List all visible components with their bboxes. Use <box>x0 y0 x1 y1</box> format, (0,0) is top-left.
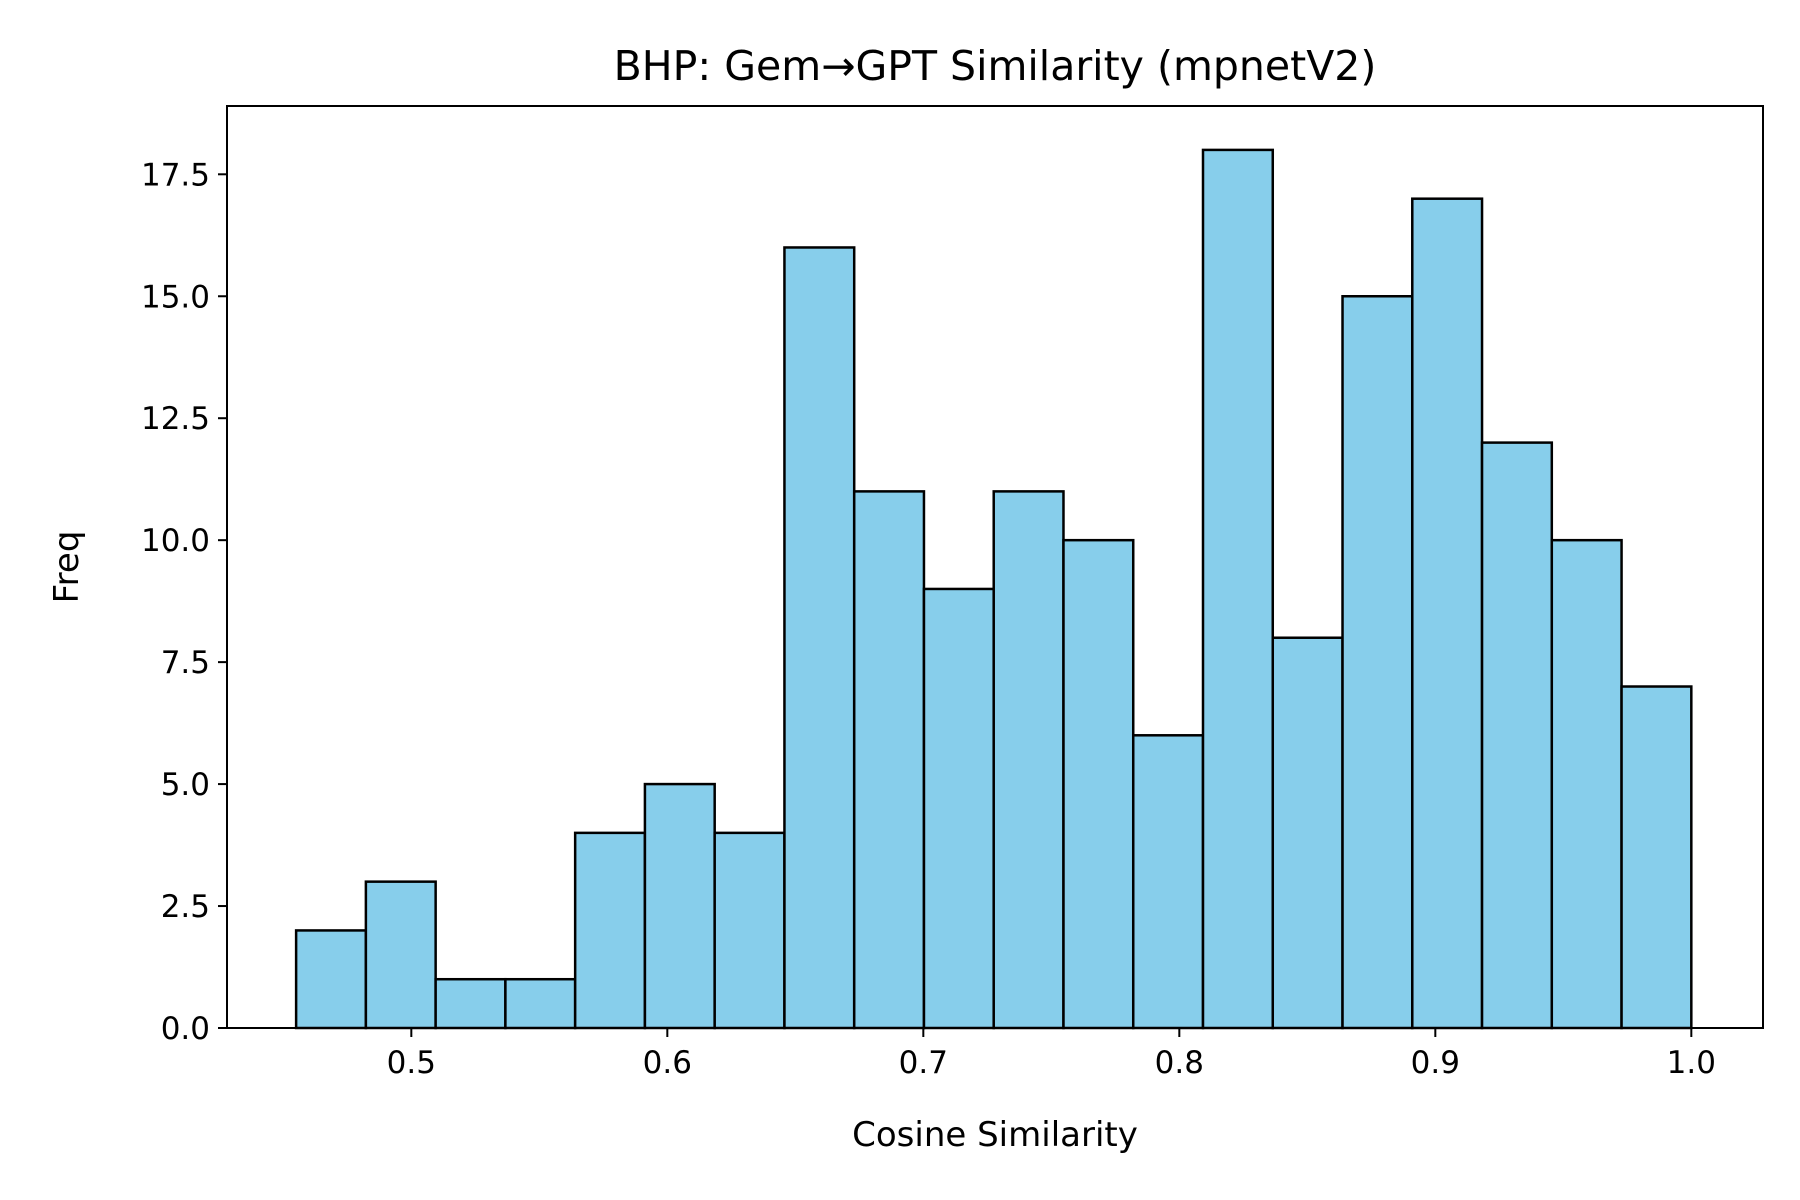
histogram-bar-19 <box>1550 538 1623 1030</box>
histogram-bar-4 <box>504 977 577 1030</box>
histogram-bar-10 <box>922 587 995 1030</box>
x-axis-title: Cosine Similarity <box>852 1115 1138 1155</box>
histogram-bar-3 <box>434 977 507 1030</box>
histogram-bar-6 <box>643 782 716 1030</box>
x-tick-label: 0.6 <box>643 1045 692 1081</box>
histogram-bar-2 <box>364 880 437 1030</box>
histogram-bar-1 <box>294 929 368 1030</box>
histogram-bar-17 <box>1411 197 1484 1030</box>
y-tick-label: 12.5 <box>141 401 210 437</box>
y-axis-title: Freq <box>47 531 87 604</box>
y-tick-label: 17.5 <box>141 157 210 193</box>
plot-frame <box>226 105 1764 1029</box>
x-tick-label: 0.5 <box>387 1045 436 1081</box>
histogram-bar-9 <box>852 490 926 1030</box>
histogram-bar-7 <box>713 831 786 1030</box>
x-tick-label: 0.8 <box>1155 1045 1204 1081</box>
histogram-bar-14 <box>1201 148 1275 1030</box>
bars-group <box>294 148 1693 1030</box>
y-tick-label: 5.0 <box>161 767 210 803</box>
histogram-bar-5 <box>573 831 647 1030</box>
x-tick-label: 1.0 <box>1667 1045 1716 1081</box>
y-tick-label: 7.5 <box>161 645 210 681</box>
x-axis-ticks: 0.5 0.6 0.7 0.8 0.9 1.0 <box>387 1028 1716 1081</box>
histogram-bar-18 <box>1480 441 1554 1030</box>
x-tick-label: 0.7 <box>899 1045 948 1081</box>
histogram-bar-12 <box>1062 538 1135 1030</box>
histogram-bar-16 <box>1341 295 1414 1030</box>
chart-title: BHP: Gem→GPT Similarity (mpnetV2) <box>614 42 1377 90</box>
histogram-bar-13 <box>1131 734 1205 1030</box>
y-tick-label: 2.5 <box>161 889 210 925</box>
histogram-bar-8 <box>783 246 856 1030</box>
histogram-bar-15 <box>1271 636 1344 1030</box>
histogram-bar-20 <box>1620 685 1693 1030</box>
histogram-bar-11 <box>992 490 1065 1030</box>
x-tick-label: 0.9 <box>1411 1045 1460 1081</box>
y-tick-label: 15.0 <box>141 279 210 315</box>
y-axis-ticks: 0.0 2.5 5.0 7.5 10.0 12.5 15.0 17.5 <box>141 157 227 1047</box>
y-tick-label: 10.0 <box>141 523 210 559</box>
y-tick-label: 0.0 <box>161 1011 210 1047</box>
